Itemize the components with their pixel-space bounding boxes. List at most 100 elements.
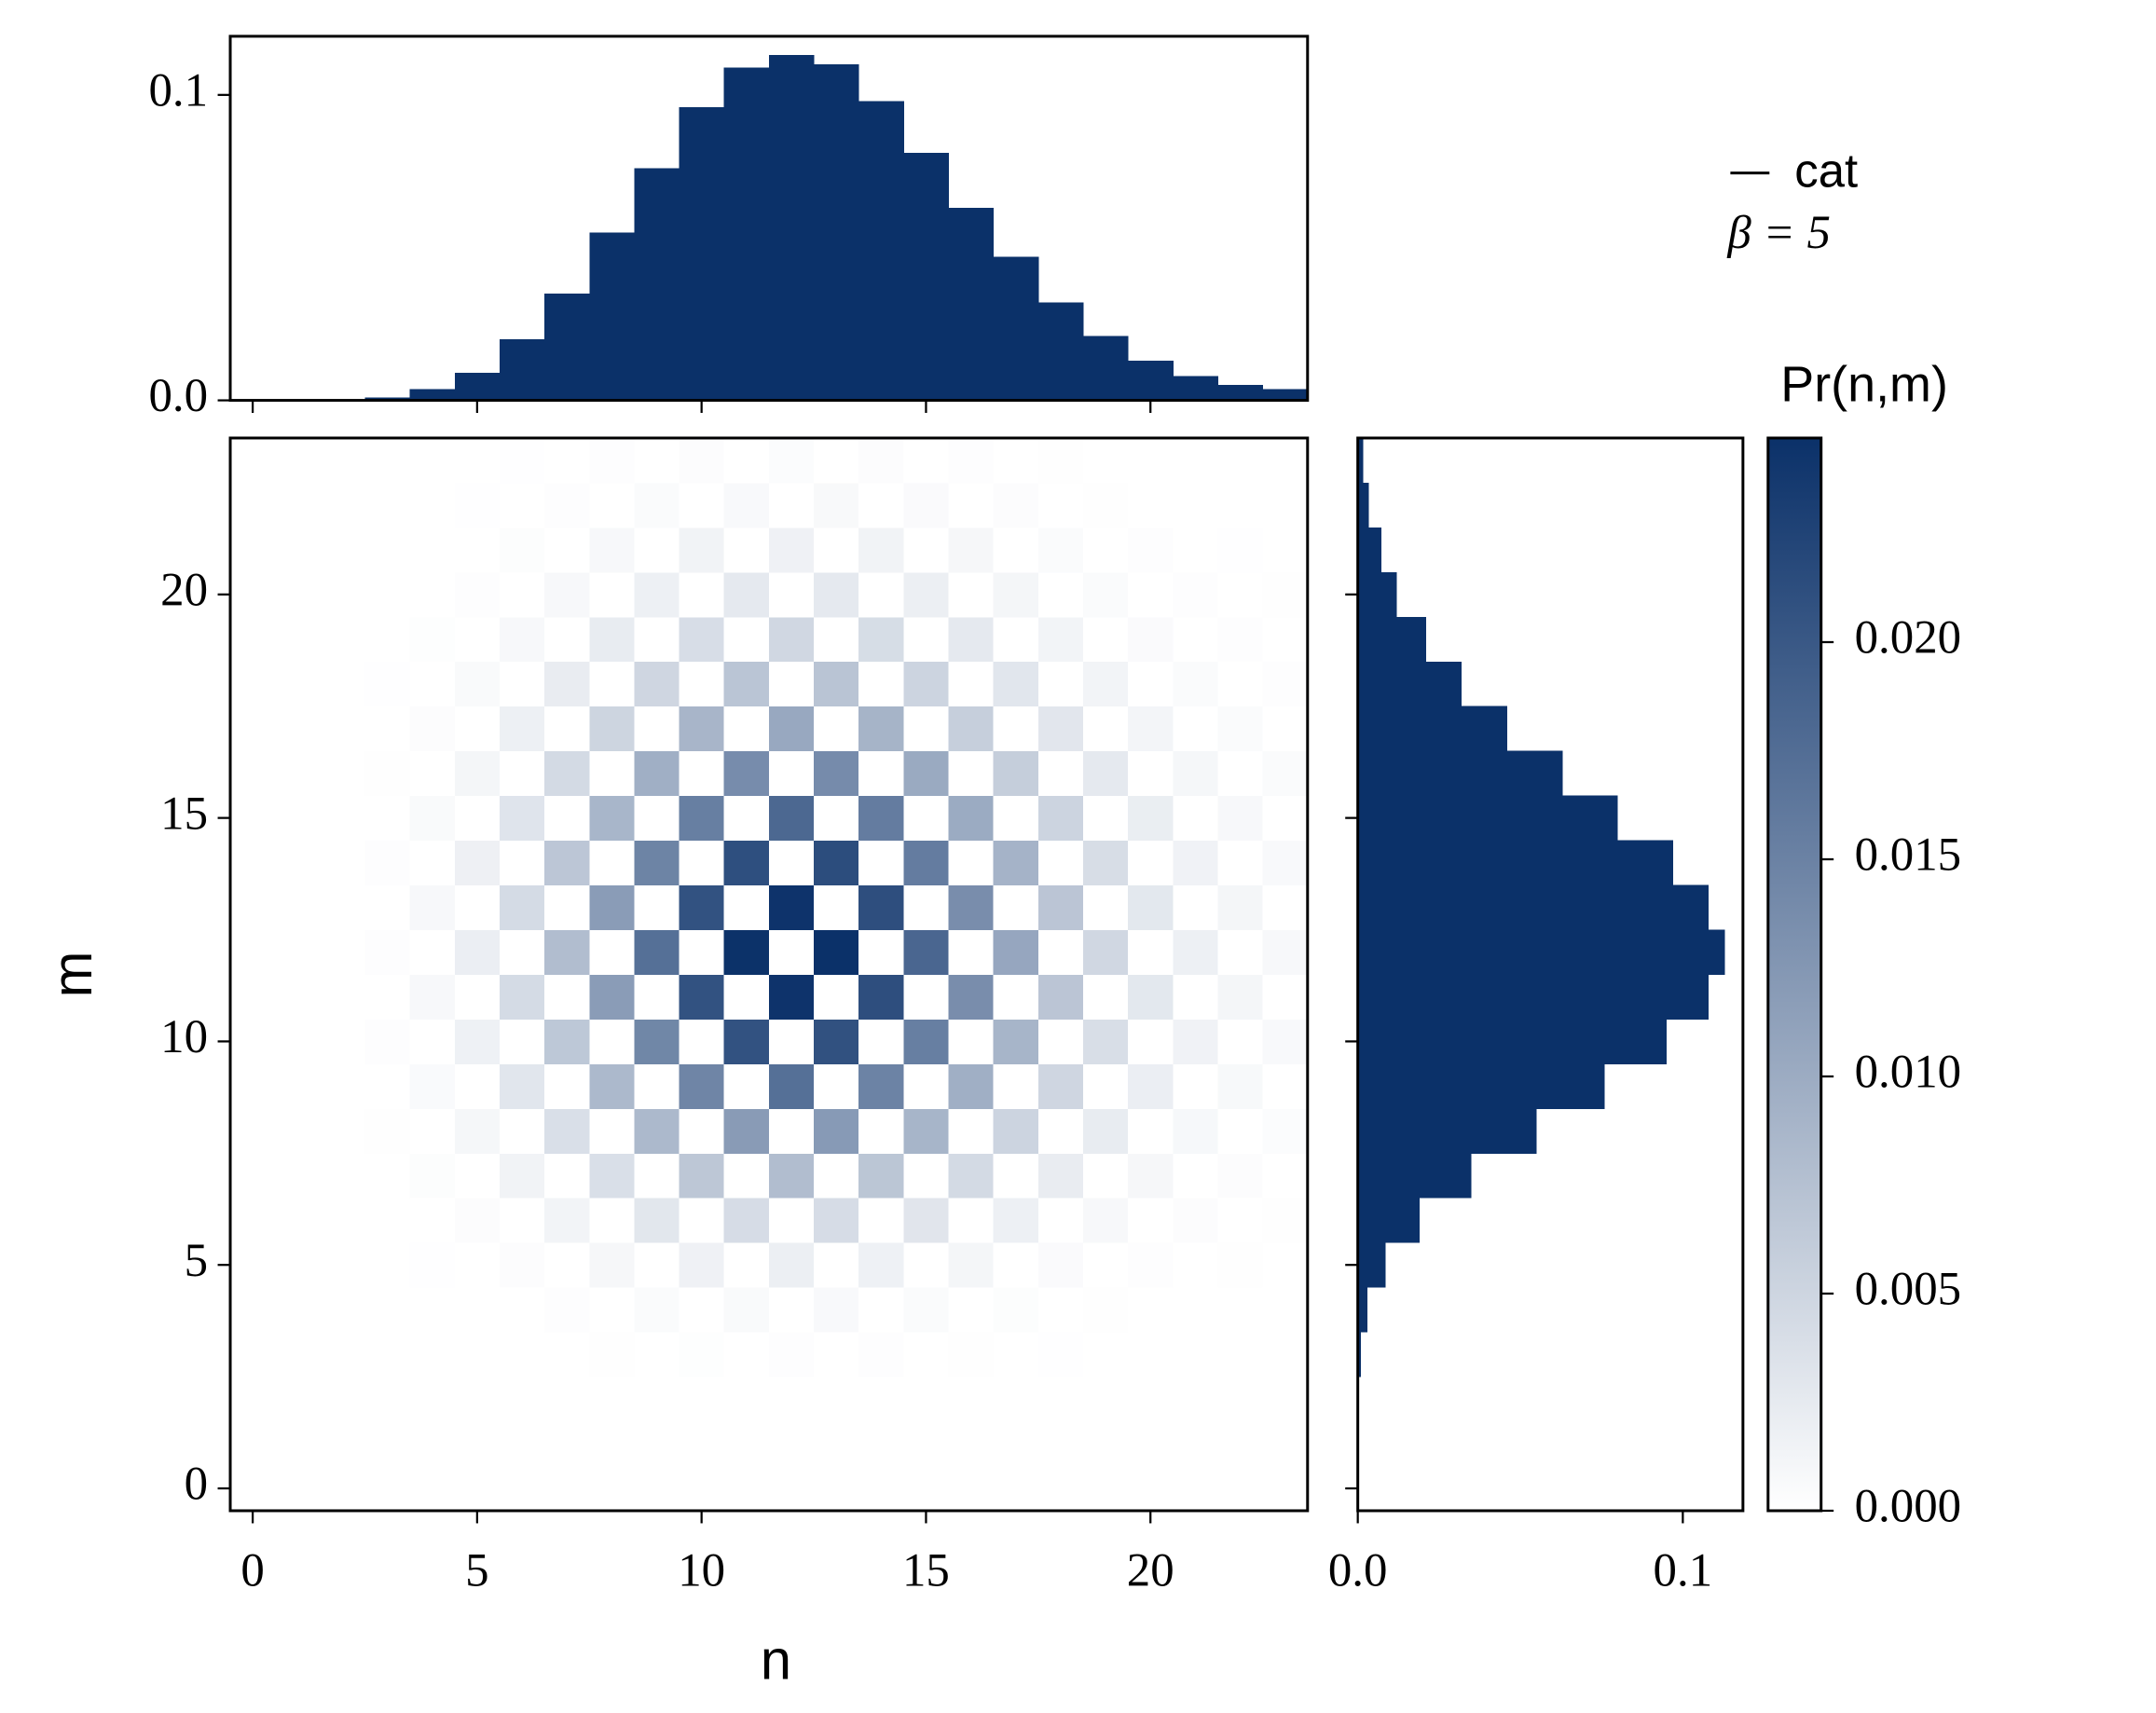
heatmap-cell — [1128, 706, 1174, 752]
heatmap-cell — [589, 929, 635, 975]
heatmap-cell — [1037, 571, 1084, 618]
heatmap-cell — [723, 527, 770, 573]
heatmap-cell — [364, 1063, 411, 1109]
heatmap-cell — [903, 974, 949, 1020]
heatmap-cell — [1082, 616, 1129, 663]
heatmap-cell — [275, 1198, 321, 1243]
heatmap-cell — [948, 1421, 995, 1467]
heatmap-cell — [409, 1242, 456, 1288]
heatmap-cell — [993, 661, 1039, 707]
heatmap-cell — [723, 974, 770, 1020]
heatmap-cell — [768, 1421, 815, 1467]
heatmap-cell — [275, 1287, 321, 1333]
heatmap-cell — [993, 1153, 1039, 1199]
heatmap-cell — [723, 1108, 770, 1154]
heatmap-cell — [723, 750, 770, 797]
heatmap-cell — [903, 884, 949, 930]
heatmap-cell — [723, 929, 770, 975]
heatmap-cell — [858, 616, 904, 663]
heatmap-cell — [1082, 1198, 1129, 1243]
heatmap-cell — [409, 974, 456, 1020]
heatmap-cell — [1173, 616, 1218, 663]
heatmap-cell — [1082, 482, 1129, 528]
heatmap-cell — [768, 1242, 815, 1288]
heatmap-cell — [589, 1466, 635, 1512]
heatmap-cell — [679, 1332, 725, 1377]
heatmap-cell — [499, 1108, 545, 1154]
heatmap-cell — [275, 1421, 321, 1467]
heatmap-cell — [1037, 437, 1084, 484]
heatmap-cell — [1082, 1063, 1129, 1109]
heatmap-cell — [903, 1242, 949, 1288]
heatmap-cell — [320, 974, 365, 1020]
heatmap-cell — [320, 1377, 365, 1422]
heatmap-cell — [1128, 1332, 1174, 1377]
heatmap-cell — [275, 1153, 321, 1199]
heatmap-cell — [544, 795, 590, 842]
heatmap-cell — [768, 1063, 815, 1109]
heatmap-cell — [499, 527, 545, 573]
heatmap-cell — [275, 527, 321, 573]
heatmap-cell — [409, 1287, 456, 1333]
heatmap-cell — [1082, 750, 1129, 797]
heatmap-cell — [364, 974, 411, 1020]
heatmap-cell — [858, 929, 904, 975]
heatmap-cell — [858, 1332, 904, 1377]
heatmap-cell — [1037, 1332, 1084, 1377]
heatmap-cell — [814, 1242, 859, 1288]
heatmap-cell — [1037, 706, 1084, 752]
heatmap-cell — [723, 571, 770, 618]
heatmap-cell — [634, 929, 680, 975]
heatmap-cell — [454, 1198, 501, 1243]
heatmap-cell — [320, 884, 365, 930]
heatmap-cell — [1128, 1198, 1174, 1243]
heatmap-cell — [634, 571, 680, 618]
x-tick-label: 15 — [902, 1544, 950, 1597]
heatmap-cell — [275, 884, 321, 930]
x-axis-label: n — [761, 1628, 791, 1691]
heatmap-cell — [1217, 1377, 1264, 1422]
heatmap-cell — [903, 437, 949, 484]
heatmap-cell — [544, 1108, 590, 1154]
heatmap-cell — [903, 1287, 949, 1333]
heatmap-cell — [948, 1377, 995, 1422]
heatmap-cell — [1217, 706, 1264, 752]
heatmap-cell — [858, 750, 904, 797]
heatmap-cell — [1262, 706, 1309, 752]
heatmap-cell — [1262, 1377, 1309, 1422]
heatmap-cell — [903, 1063, 949, 1109]
heatmap-cell — [589, 706, 635, 752]
heatmap-cell — [320, 571, 365, 618]
colorbar — [1766, 436, 1823, 1513]
heatmap-cell — [768, 974, 815, 1020]
heatmap-cell — [499, 1466, 545, 1512]
heatmap-cell — [364, 1153, 411, 1199]
heatmap-cell — [409, 884, 456, 930]
heatmap-cell — [1217, 974, 1264, 1020]
heatmap-cell — [364, 1332, 411, 1377]
heatmap-cell — [1217, 571, 1264, 618]
heatmap-cell — [499, 706, 545, 752]
heatmap-cell — [1217, 661, 1264, 707]
heatmap-cell — [230, 974, 276, 1020]
heatmap-cell — [364, 1377, 411, 1422]
heatmap-cell — [275, 1108, 321, 1154]
heatmap-cell — [275, 1332, 321, 1377]
heatmap-cell — [230, 1019, 276, 1064]
heatmap-cell — [1037, 661, 1084, 707]
heatmap-cell — [858, 482, 904, 528]
heatmap-cell — [903, 795, 949, 842]
heatmap-cell — [768, 571, 815, 618]
heatmap-cell — [814, 1198, 859, 1243]
heatmap-cell — [589, 795, 635, 842]
heatmap-cell — [1082, 706, 1129, 752]
heatmap-cell — [230, 1377, 276, 1422]
heatmap-cell — [454, 1377, 501, 1422]
heatmap-cell — [454, 974, 501, 1020]
heatmap-cell — [993, 974, 1039, 1020]
heatmap-cell — [320, 482, 365, 528]
heatmap-cell — [230, 840, 276, 886]
heatmap-cell — [1037, 1466, 1084, 1512]
heatmap-cell — [589, 750, 635, 797]
heatmap-cell — [230, 1198, 276, 1243]
